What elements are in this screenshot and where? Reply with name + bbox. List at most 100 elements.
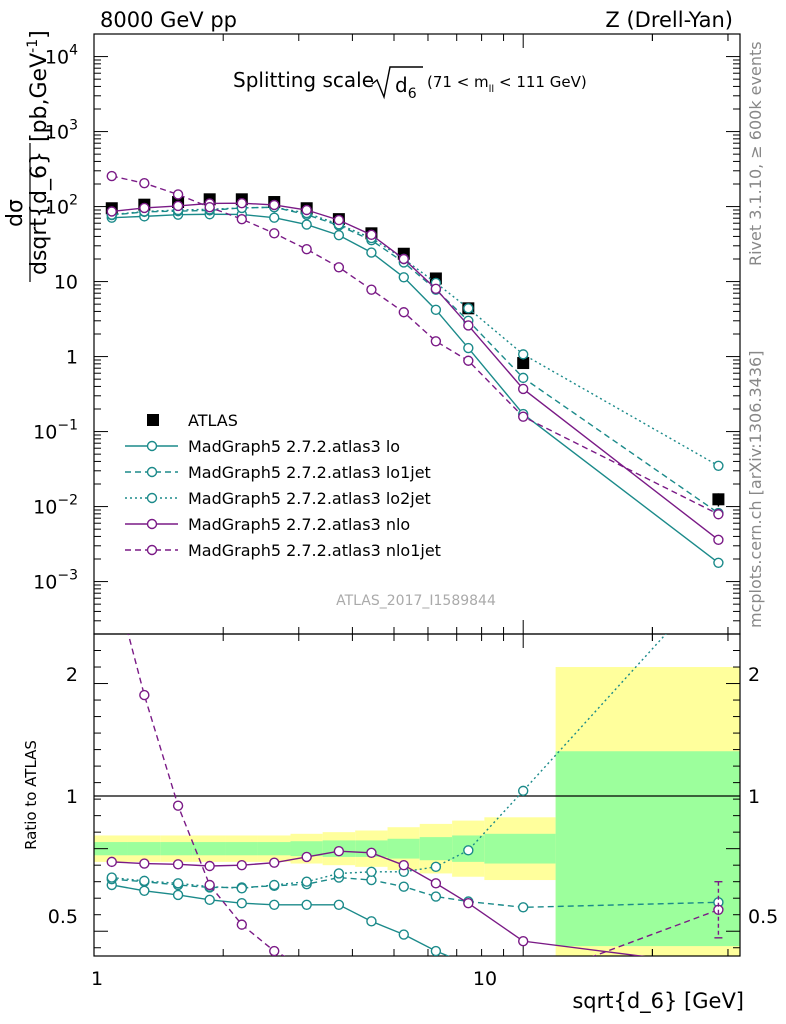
madgraph5-2-7-2-atlas3-nlo1jet-point-ratio-7 (334, 971, 343, 980)
sqrt-sign (371, 66, 423, 100)
madgraph5-2-7-2-atlas3-nlo-point-ratio-7 (333, 845, 345, 857)
legend-marker-atlas (147, 414, 159, 426)
madgraph5-2-7-2-atlas3-nlo-point-ratio-5 (269, 857, 280, 868)
madgraph5-2-7-2-atlas3-nlo-line-ratio (111, 850, 646, 956)
madgraph5-2-7-2-atlas3-nlo-point-ratio-10 (430, 878, 442, 889)
madgraph5-2-7-2-atlas3-nlo1jet-point-ratio-5 (269, 945, 280, 956)
madgraph5-2-7-2-atlas3-lo2jet-point-ratio-2 (172, 878, 184, 889)
madgraph5-2-7-2-atlas3-lo2jet-point-ratio-4 (236, 883, 248, 894)
madgraph5-2-7-2-atlas3-nlo-point-ratio-1 (139, 858, 150, 869)
band-inner-9 (387, 838, 420, 859)
madgraph5-2-7-2-atlas3-lo2jet-point-ratio-7 (333, 868, 345, 879)
band-inner-13 (555, 751, 740, 947)
madgraph5-2-7-2-atlas3-lo-point-ratio-12 (519, 975, 528, 984)
madgraph5-2-7-2-atlas3-lo1jet-point-ratio-9 (398, 881, 409, 892)
y-title-numerator: dσ (3, 199, 28, 227)
bottom-ytick-left-0: 0.5 (48, 906, 78, 928)
madgraph5-2-7-2-atlas3-nlo1jet-point-ratio-3 (204, 879, 215, 891)
title-mass-range: (71 < mll < 111 GeV) (427, 73, 587, 95)
legend-label: MadGraph5 2.7.2.atlas3 nlo (188, 515, 410, 534)
madgraph5-2-7-2-atlas3-lo-point-ratio-1 (139, 885, 150, 896)
madgraph5-2-7-2-atlas3-nlo-point-top-7 (333, 214, 345, 226)
band-inner-10 (419, 837, 453, 861)
madgraph5-2-7-2-atlas3-nlo-point-top-10 (430, 283, 442, 295)
band-inner-4 (225, 842, 258, 856)
madgraph5-2-7-2-atlas3-lo2jet-point-top-13 (713, 460, 724, 471)
analysis-watermark: ATLAS_2017_I1589844 (336, 593, 496, 609)
madgraph5-2-7-2-atlas3-nlo1jet-point-ratio-12 (519, 978, 528, 987)
madgraph5-2-7-2-atlas3-nlo1jet-point-top-4 (236, 213, 248, 225)
madgraph5-2-7-2-atlas3-lo2jet-point-ratio-6 (301, 876, 312, 887)
madgraph5-2-7-2-atlas3-nlo-point-top-5 (269, 199, 280, 211)
legend-marker (146, 440, 158, 452)
madgraph5-2-7-2-atlas3-nlo1jet-point-top-11 (463, 355, 474, 366)
band-inner-3 (192, 842, 226, 856)
axis-ticks (93, 33, 740, 956)
madgraph5-2-7-2-atlas3-lo-point-ratio-3 (204, 894, 215, 906)
madgraph5-2-7-2-atlas3-nlo1jet-point-top-10 (430, 336, 442, 347)
band-inner-1 (127, 842, 161, 856)
madgraph5-2-7-2-atlas3-nlo1jet-line-top (111, 175, 719, 515)
top-ytick-label-6: 10−2 (33, 493, 78, 519)
madgraph5-2-7-2-atlas3-lo-point-top-7 (333, 230, 345, 241)
madgraph5-2-7-2-atlas3-nlo1jet-point-ratio-0 (107, 567, 116, 576)
madgraph5-2-7-2-atlas3-nlo-point-ratio-12 (517, 935, 529, 947)
madgraph5-2-7-2-atlas3-nlo-point-ratio-9 (398, 859, 409, 871)
title-main: Splitting scale (233, 68, 374, 92)
madgraph5-2-7-2-atlas3-nlo-point-ratio-0 (106, 856, 117, 868)
madgraph5-2-7-2-atlas3-nlo-point-top-4 (236, 197, 248, 209)
madgraph5-2-7-2-atlas3-lo2jet-point-top-12 (517, 349, 529, 360)
madgraph5-2-7-2-atlas3-nlo-point-top-0 (106, 206, 117, 217)
madgraph5-2-7-2-atlas3-lo-point-ratio-2 (172, 889, 184, 901)
top-ytick-label-5: 10−1 (33, 418, 78, 444)
madgraph5-2-7-2-atlas3-nlo1jet-point-ratio-11 (464, 976, 473, 985)
madgraph5-2-7-2-atlas3-nlo1jet-point-top-7 (333, 262, 345, 273)
madgraph5-2-7-2-atlas3-nlo-point-top-1 (139, 202, 150, 214)
legend-item: MadGraph5 2.7.2.atlas3 nlo1jet (125, 541, 441, 560)
madgraph5-2-7-2-atlas3-lo-point-top-11 (463, 342, 474, 354)
madgraph5-2-7-2-atlas3-lo-point-top-8 (366, 247, 377, 258)
madgraph5-2-7-2-atlas3-nlo1jet-point-top-9 (398, 307, 409, 318)
band-inner-6 (290, 841, 323, 857)
legend-item: ATLAS (147, 411, 238, 430)
madgraph5-2-7-2-atlas3-lo-point-top-9 (398, 272, 409, 283)
madgraph5-2-7-2-atlas3-lo2jet-point-ratio-5 (269, 879, 280, 891)
madgraph5-2-7-2-atlas3-lo-point-ratio-11 (464, 960, 473, 969)
x-tick-label-10: 10 (473, 968, 497, 990)
top-y-axis-title: dσ dsqrt{d_6} [pb,GeV-1] (3, 30, 52, 282)
band-inner-0 (94, 842, 128, 856)
top-ytick-label-0: 104 (45, 43, 78, 69)
title-symbol: d6 (395, 73, 417, 102)
madgraph5-2-7-2-atlas3-lo2jet-point-ratio-8 (366, 866, 377, 877)
madgraph5-2-7-2-atlas3-nlo1jet-point-top-3 (204, 202, 215, 213)
y-title-units: [pb,GeV-1] (25, 30, 52, 142)
x-tick-label-1: 1 (91, 968, 103, 990)
madgraph5-2-7-2-atlas3-nlo1jet-point-ratio-9 (399, 981, 408, 990)
madgraph5-2-7-2-atlas3-lo-point-ratio-8 (366, 916, 377, 927)
top-ytick-label-2: 102 (45, 193, 78, 219)
madgraph5-2-7-2-atlas3-nlo1jet-point-top-5 (269, 228, 280, 239)
madgraph5-2-7-2-atlas3-lo2jet-point-ratio-1 (139, 875, 150, 887)
madgraph5-2-7-2-atlas3-nlo-point-ratio-8 (366, 847, 377, 858)
madgraph5-2-7-2-atlas3-nlo1jet-point-ratio-1 (139, 689, 150, 701)
madgraph5-2-7-2-atlas3-nlo1jet-point-ratio-8 (367, 980, 376, 989)
x-axis-title: sqrt{d_6} [GeV] (572, 989, 744, 1014)
madgraph5-2-7-2-atlas3-lo-line-ratio (111, 884, 450, 956)
legend-label: ATLAS (188, 411, 238, 430)
bottom-panel-frame (93, 633, 741, 957)
ratio-uncertainty-bands (94, 667, 740, 956)
madgraph5-2-7-2-atlas3-nlo-point-top-11 (463, 320, 474, 331)
header-left: 8000 GeV pp (100, 8, 237, 32)
top-ytick-label-3: 10 (54, 272, 78, 294)
legend-marker (146, 466, 158, 478)
bottom-panel-series (106, 567, 724, 990)
y-title-denominator: dsqrt{d_6} (27, 151, 52, 275)
mcplots-label: mcplots.cern.ch [arXiv:1306.3436] (746, 351, 765, 628)
band-inner-5 (257, 842, 291, 856)
madgraph5-2-7-2-atlas3-nlo1jet-point-top-12 (517, 411, 529, 422)
madgraph5-2-7-2-atlas3-nlo-point-top-2 (172, 200, 184, 212)
madgraph5-2-7-2-atlas3-lo2jet-point-ratio-10 (430, 861, 442, 873)
madgraph5-2-7-2-atlas3-nlo-point-top-12 (517, 383, 529, 395)
top-panel-series (105, 170, 725, 568)
